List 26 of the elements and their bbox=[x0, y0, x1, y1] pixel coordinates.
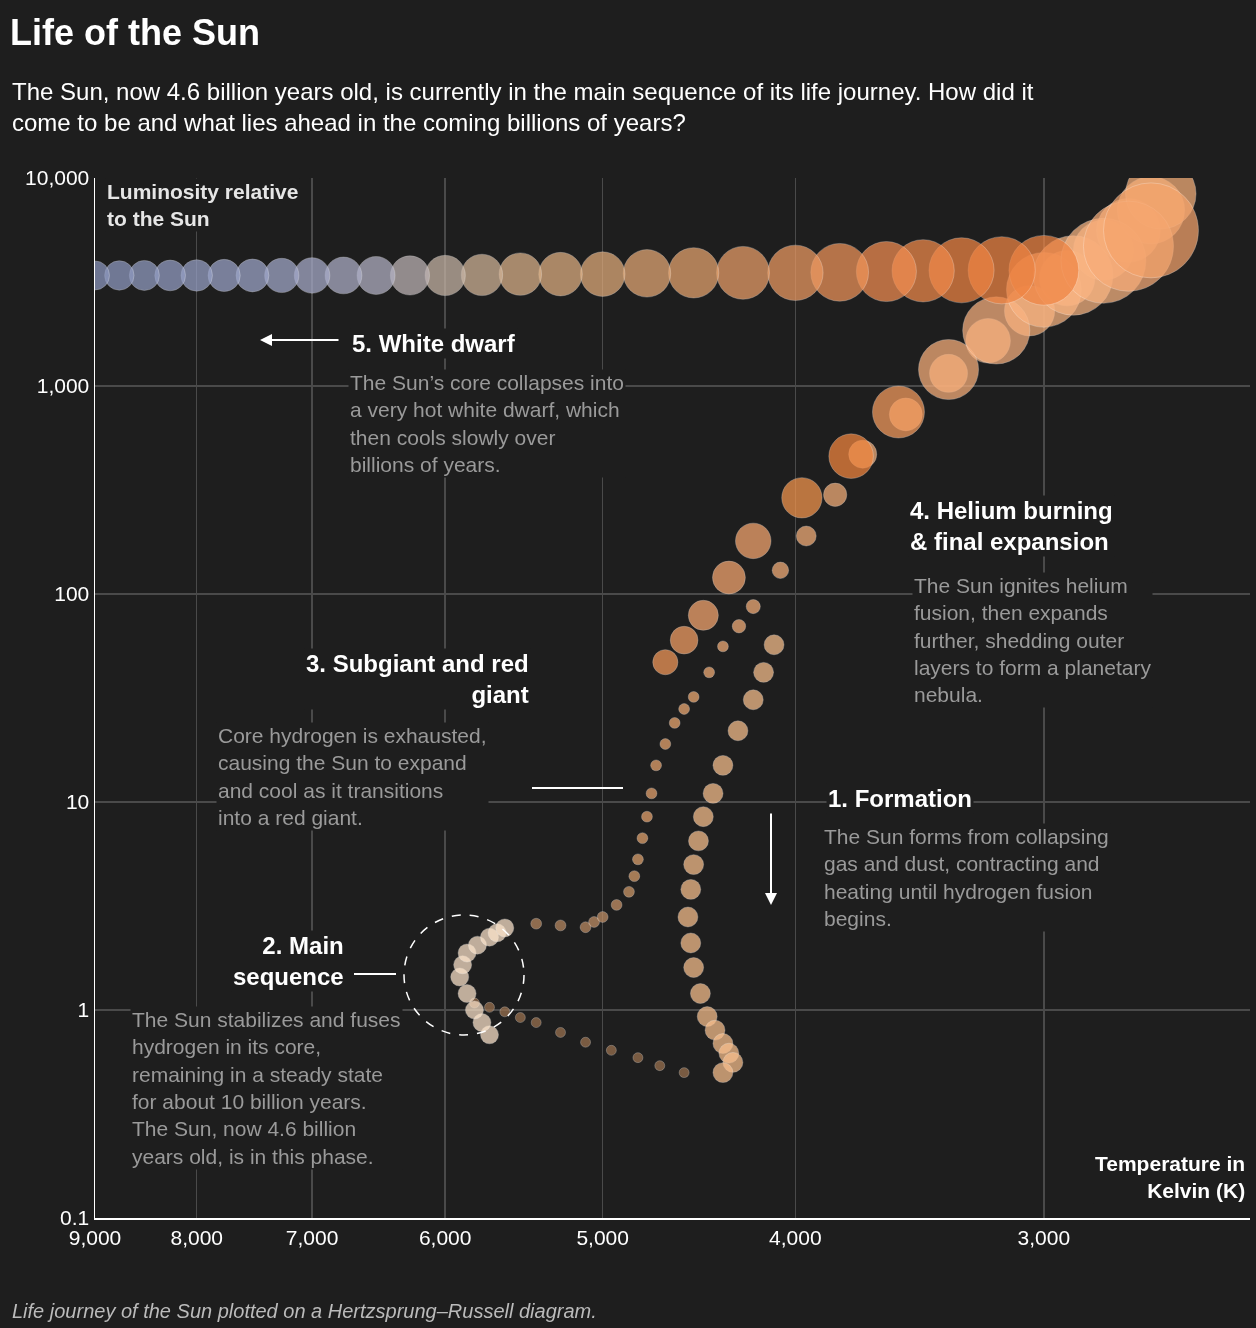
text: Life journey of the Sun plotted on a Hertzsprung–Russell diagram. bbox=[12, 1300, 597, 1322]
x-tick-label: 4,000 bbox=[769, 1225, 822, 1249]
y-tick-label: 1,000 bbox=[36, 374, 90, 398]
annotation: 2. Main sequence bbox=[233, 932, 344, 991]
chart-title: Life of the Sun bbox=[10, 11, 260, 53]
annotation: 5. White dwarf bbox=[352, 330, 516, 357]
annotation: The Sun’s core collapses into a very hot white dwarf, which then cools slowly over billions of years. bbox=[350, 371, 624, 476]
annotation: 3. Subgiant and red giant bbox=[306, 650, 529, 709]
x-tick-label: 6,000 bbox=[418, 1225, 472, 1249]
y-axis-title: Luminosity relative to the Sun bbox=[107, 180, 299, 231]
annotation: 4. Helium burning & final expansion bbox=[910, 497, 1113, 556]
annotation: The Sun ignites helium fusion, then expands further, shedding outer layers to form a planetary nebula. bbox=[914, 574, 1152, 707]
y-tick-label: 100 bbox=[54, 582, 90, 606]
annotation: Core hydrogen is exhausted, causing the Sun to expand and cool as it transitions into a red giant. bbox=[218, 724, 487, 829]
y-tick-label: 10 bbox=[65, 790, 90, 814]
x-tick-label: 7,000 bbox=[285, 1225, 339, 1249]
annotation: The Sun forms from collapsing gas and dust, contracting and heating until hydrogen fusion begins. bbox=[824, 825, 1109, 930]
y-tick-label: 10,000 bbox=[25, 166, 90, 190]
y-tick-label: 1 bbox=[77, 998, 90, 1022]
x-tick-label: 3,000 bbox=[1017, 1225, 1071, 1249]
annotation: The Sun stabilizes and fuses hydrogen in its core, remaining in a steady state for about 10 billion years. The Sun, now 4.6 billion years old, is in this phase. bbox=[132, 1008, 401, 1168]
x-axis-title: Temperature in Kelvin (K) bbox=[1095, 1152, 1246, 1203]
x-tick-label: 5,000 bbox=[576, 1225, 629, 1249]
chart-subtitle: The Sun, now 4.6 billion years old, is currently in the main sequence of its life journey. How did it come to be and what lies ahead in the coming billions of years? bbox=[12, 78, 1034, 137]
annotation: 1. Formation bbox=[828, 785, 973, 812]
x-tick-label: 8,000 bbox=[170, 1225, 224, 1249]
